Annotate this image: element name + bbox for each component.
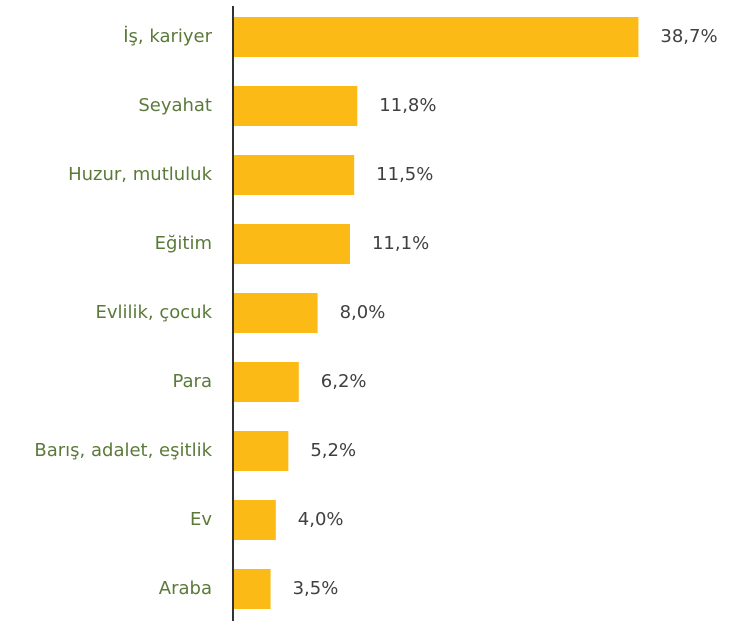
bar: [234, 431, 289, 471]
bar: [234, 293, 318, 333]
bar: [234, 362, 299, 402]
category-label: Huzur, mutluluk: [68, 164, 212, 185]
value-label: 4,0%: [298, 509, 344, 530]
category-label: İş, kariyer: [123, 26, 212, 47]
bar: [234, 500, 276, 540]
category-label: Araba: [159, 578, 212, 599]
category-label: Eğitim: [155, 233, 212, 254]
bar: [234, 224, 350, 264]
value-label: 8,0%: [340, 302, 386, 323]
bar: [234, 86, 358, 126]
bar: [234, 17, 639, 57]
category-label: Para: [172, 371, 212, 392]
value-label: 5,2%: [310, 440, 356, 461]
value-label: 6,2%: [321, 371, 367, 392]
value-label: 38,7%: [660, 26, 717, 47]
value-label: 11,1%: [372, 233, 429, 254]
category-label: Evlilik, çocuk: [95, 302, 212, 323]
bar: [234, 569, 271, 609]
bar: [234, 155, 355, 195]
value-label: 11,8%: [379, 95, 436, 116]
category-label: Ev: [190, 509, 212, 530]
value-label: 3,5%: [293, 578, 339, 599]
value-label: 11,5%: [376, 164, 433, 185]
category-label: Barış, adalet, eşitlik: [34, 440, 212, 461]
category-label: Seyahat: [138, 95, 212, 116]
